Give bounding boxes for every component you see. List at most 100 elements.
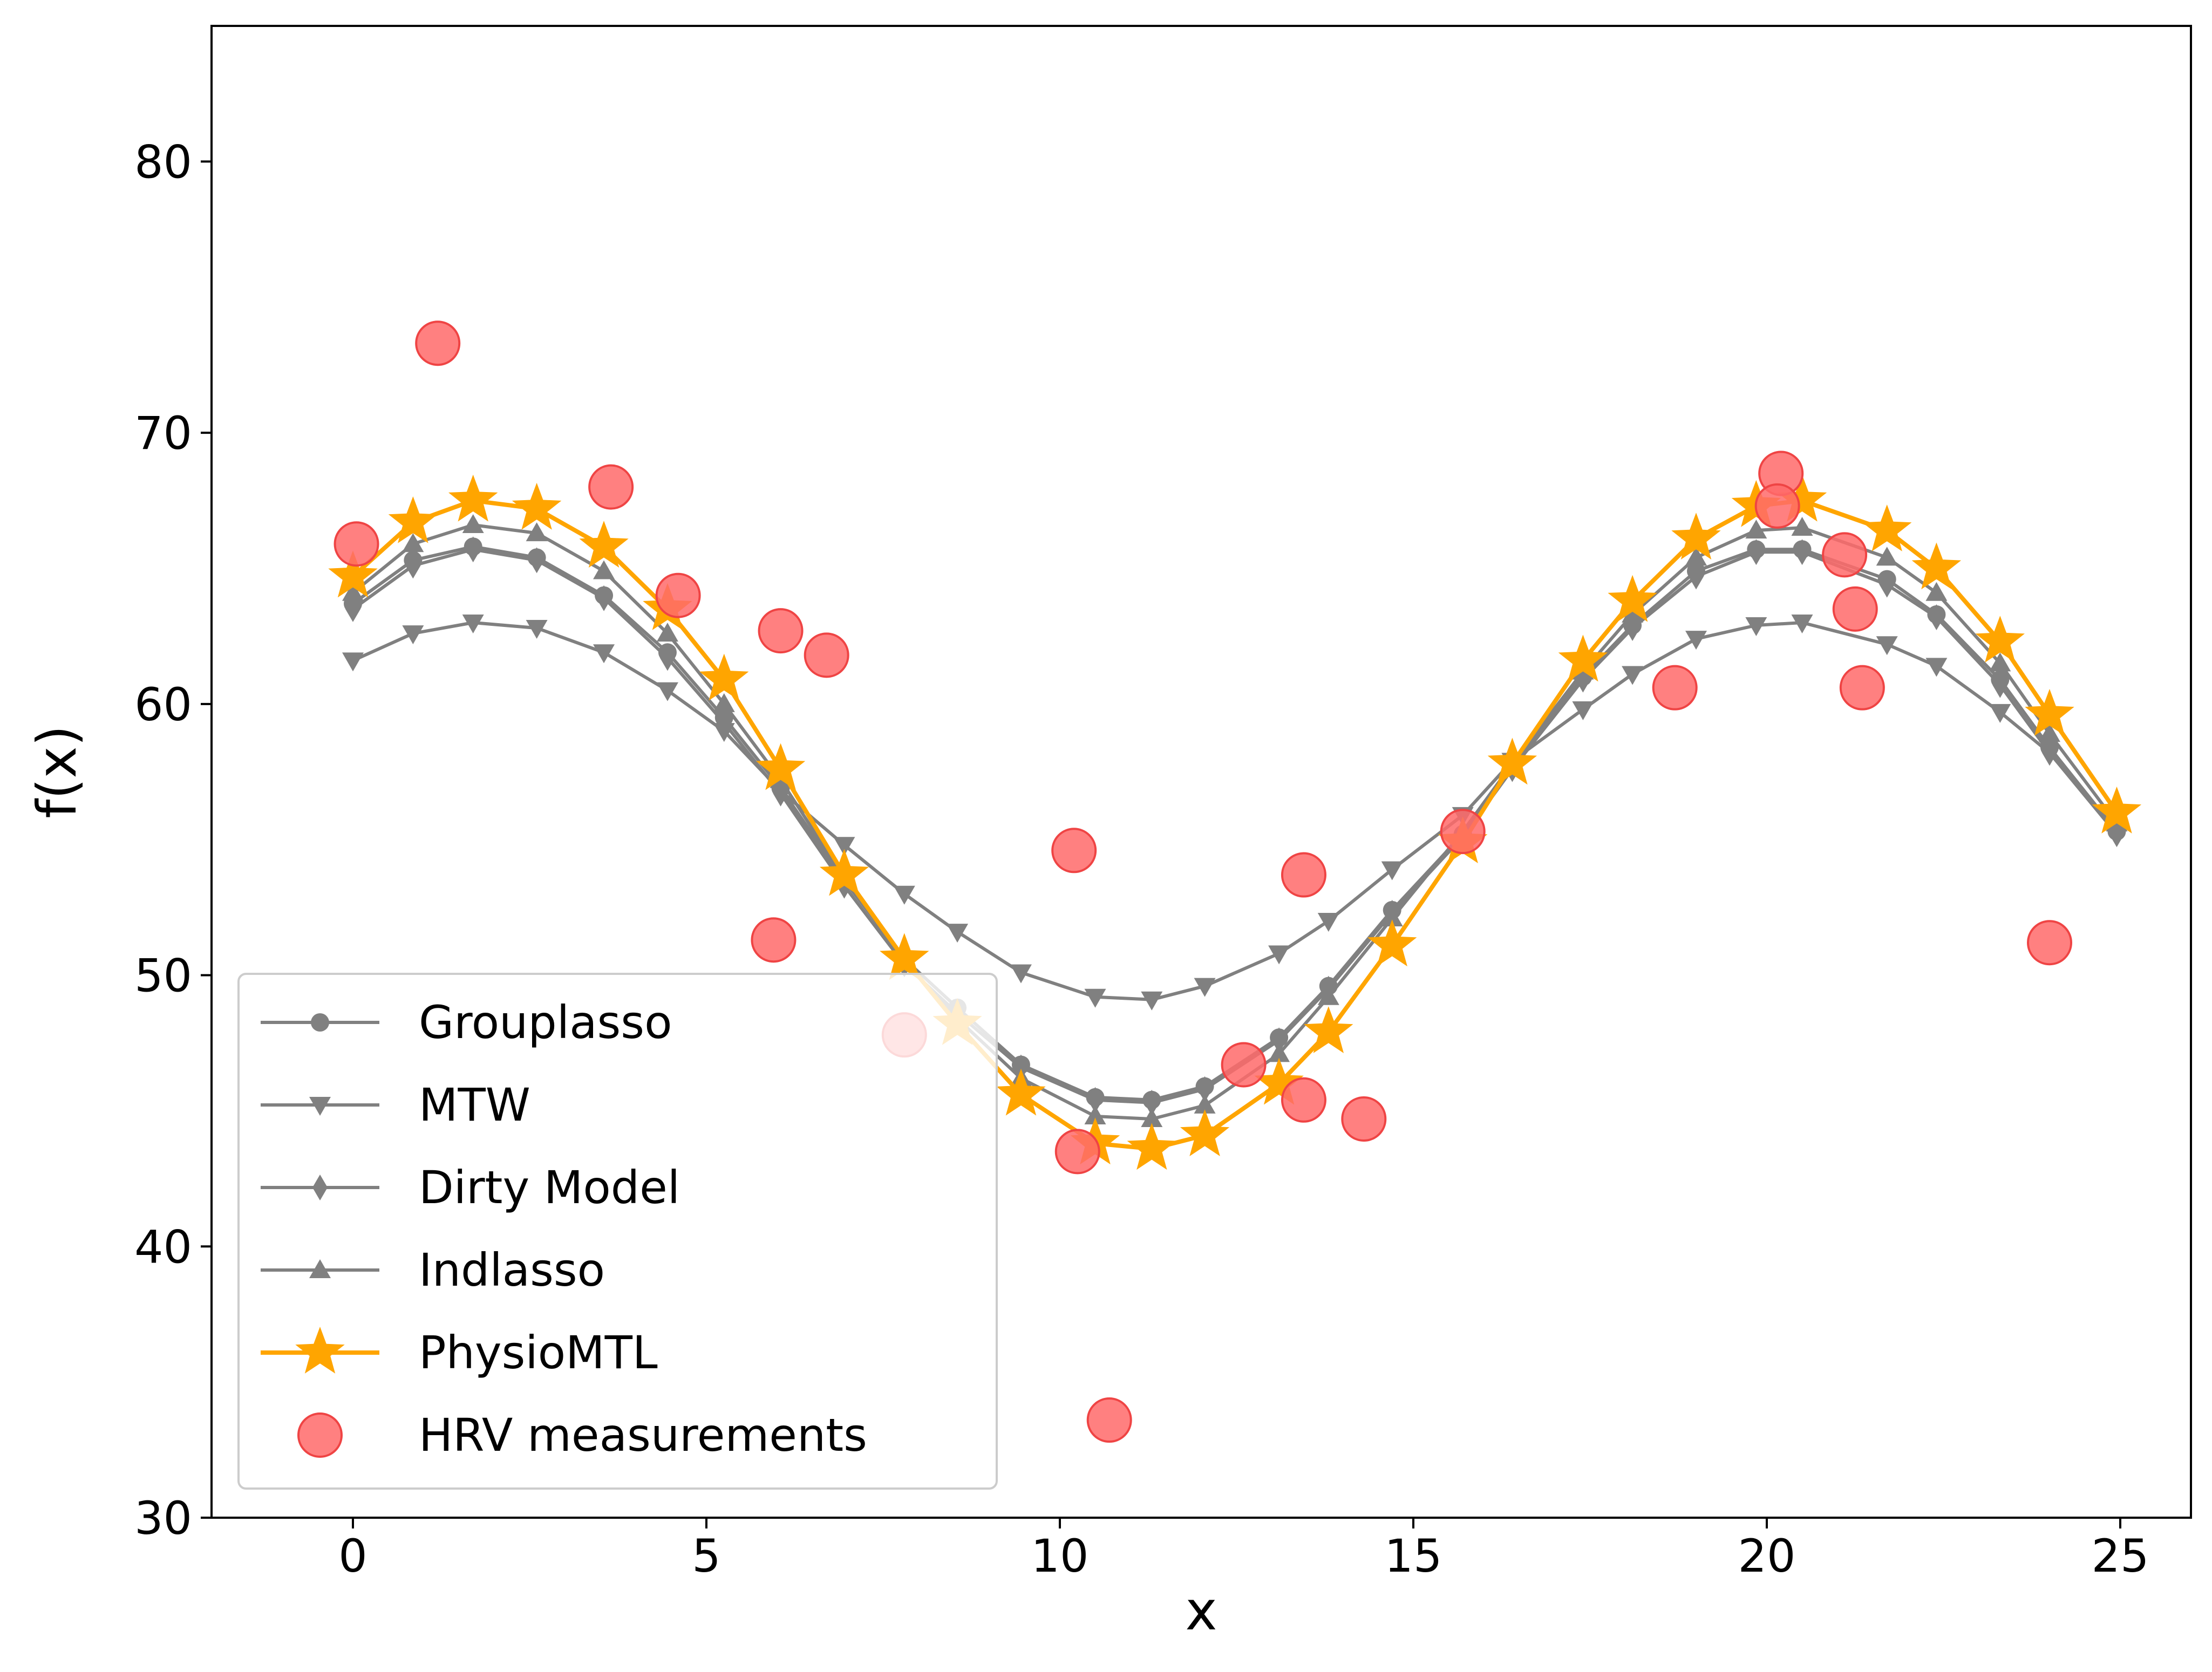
mtw-point	[1141, 991, 1163, 1011]
hrv-point	[1341, 1096, 1387, 1142]
physiomtl-point	[2025, 688, 2074, 736]
hrv-point	[1839, 665, 1885, 711]
physiomtl-point	[1777, 474, 1827, 522]
legend-label: Dirty Model	[419, 1161, 680, 1214]
physiomtl-point	[1862, 504, 1912, 551]
y-tick-label: 40	[134, 1220, 192, 1273]
physiomtl-point	[388, 496, 438, 543]
indlasso-point	[2039, 723, 2060, 742]
hrv-point	[1440, 809, 1486, 855]
mtw-point	[1268, 945, 1290, 965]
legend-entry: Grouplasso	[261, 996, 672, 1049]
mtw-point	[893, 885, 915, 905]
hrv-point	[751, 917, 797, 963]
mtw-point	[1925, 658, 1948, 677]
mtw-point	[1989, 704, 2011, 723]
hrv-point	[1652, 665, 1698, 711]
physiomtl-point	[1671, 513, 1721, 559]
dirty-model-point	[1689, 563, 1704, 590]
hrv-point	[655, 572, 701, 618]
mtw-line	[352, 621, 2118, 1001]
mtw-point	[1317, 913, 1339, 932]
hrv-point	[1086, 1397, 1132, 1443]
indlasso-point	[1925, 582, 1948, 601]
legend-marker	[309, 1259, 331, 1278]
mtw-point	[402, 625, 424, 645]
legend-marker	[311, 1013, 329, 1032]
dirty-model-point	[1992, 672, 2008, 698]
y-axis-label: f(x)	[25, 725, 89, 818]
mtw-point	[947, 924, 969, 943]
dirty-model-point	[1087, 1087, 1103, 1113]
x-tick-label: 5	[692, 1530, 720, 1582]
legend-entry: HRV measurements	[297, 1409, 867, 1462]
physiomtl-point	[1304, 1006, 1353, 1053]
legend: Grouplasso MTW Dirty Model Indlasso PhysioMT…	[237, 973, 998, 1490]
mtw-point	[1084, 988, 1106, 1008]
indlasso-point	[593, 560, 615, 579]
physiomtl-point	[1975, 616, 2025, 663]
indlasso-point	[1791, 517, 1813, 536]
legend-label: Grouplasso	[419, 996, 672, 1049]
physiomtl-point	[1608, 575, 1657, 622]
x-tick-label: 20	[1738, 1530, 1796, 1582]
hrv-point	[333, 521, 379, 567]
indlasso-point	[1745, 520, 1767, 539]
indlasso-point	[1876, 547, 1898, 566]
dirty-model-point	[1271, 1027, 1287, 1054]
x-tick-label: 25	[2092, 1530, 2149, 1582]
legend-marker	[312, 1175, 328, 1200]
physiomtl-point	[819, 849, 869, 896]
mtw-point	[1572, 701, 1594, 720]
hrv-point	[1221, 1042, 1267, 1088]
hrv-scatter	[333, 320, 2072, 1443]
dirty-model-point	[659, 645, 675, 671]
x-tick-label: 15	[1385, 1530, 1442, 1582]
y-tick-label: 60	[134, 678, 192, 731]
axis-ticks: 0 5 10 15 20 25 30 40 50 60 70 80	[134, 135, 2149, 1582]
indlasso-point	[1685, 547, 1707, 566]
hrv-point	[588, 464, 634, 510]
mtw-point	[1194, 978, 1216, 997]
indlasso-point	[402, 533, 424, 552]
hrv-point	[758, 608, 804, 654]
hrv-point	[804, 632, 849, 678]
physiomtl-point	[328, 550, 378, 598]
mtw-point	[833, 837, 855, 856]
y-tick-label: 80	[134, 135, 192, 188]
dirty-model-point	[1794, 539, 1810, 565]
mtw-point	[462, 615, 484, 633]
hrv-point	[2027, 920, 2072, 966]
physiomtl-point	[699, 653, 749, 701]
legend-label: HRV measurements	[419, 1409, 867, 1462]
legend-marker	[297, 1412, 343, 1458]
dirty-model-point	[1197, 1076, 1213, 1102]
y-tick-label: 50	[134, 950, 192, 1002]
indlasso-point	[1268, 1043, 1290, 1062]
mtw-point	[1010, 964, 1032, 984]
physiomtl-point	[1558, 634, 1608, 682]
mtw-point	[526, 620, 548, 639]
indlasso-point	[1084, 1105, 1106, 1124]
dirty-model-point	[1748, 539, 1764, 565]
dirty-model-point	[405, 552, 421, 579]
physiomtl-point	[1487, 738, 1537, 785]
indlasso-point	[1989, 652, 2011, 672]
legend-entry: PhysioMTL	[261, 1326, 658, 1379]
legend-label: MTW	[419, 1079, 530, 1131]
indlasso-point	[713, 693, 735, 712]
dirty-model-point	[596, 585, 612, 611]
mtw-point	[342, 652, 364, 672]
hrv-point	[1832, 586, 1878, 632]
mtw-point	[1745, 617, 1767, 637]
physiomtl-point	[1367, 919, 1417, 967]
physiomtl-point	[448, 474, 498, 522]
indlasso-point	[1141, 1108, 1163, 1127]
physiomtl-point	[1127, 1123, 1176, 1170]
plot-area-frame	[210, 25, 2192, 1519]
indlasso-point	[1317, 986, 1339, 1005]
dirty-model-point	[1879, 571, 1895, 598]
hrv-point	[1754, 483, 1800, 529]
mtw-point	[593, 644, 615, 664]
